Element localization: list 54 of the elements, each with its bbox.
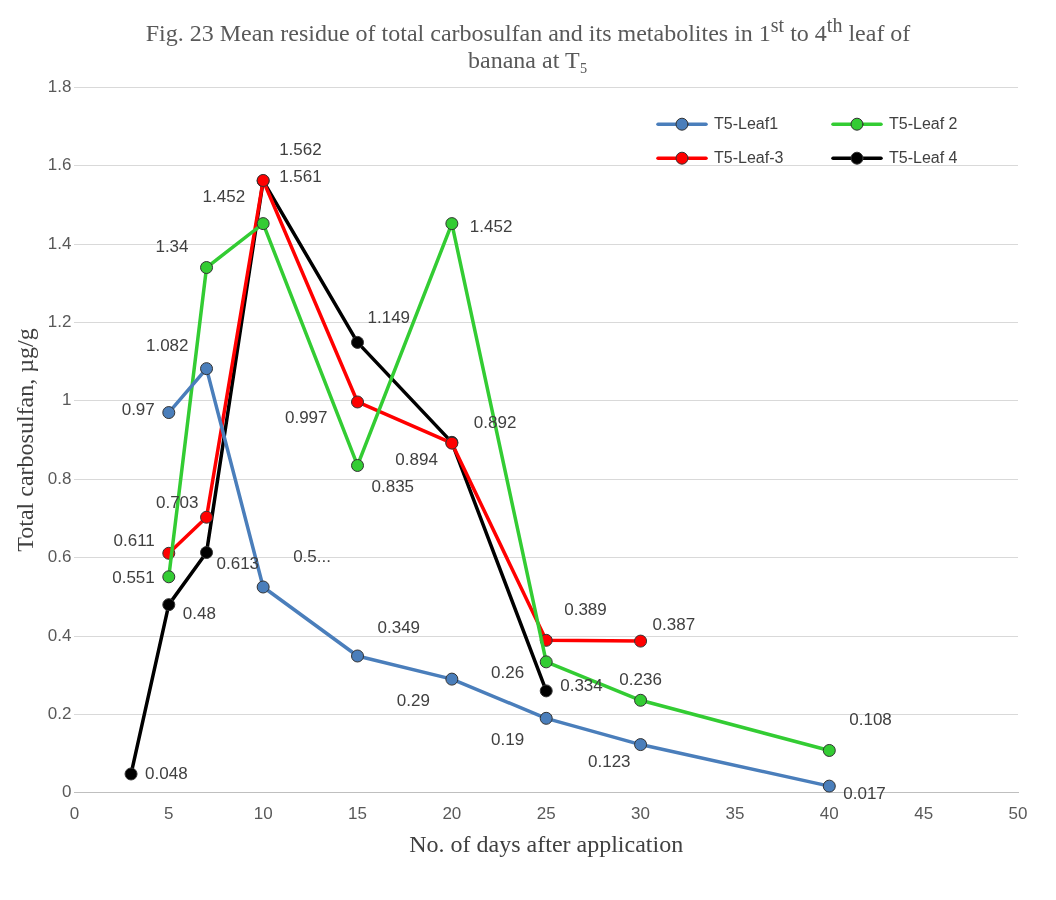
data-label: 1.561: [279, 166, 322, 186]
data-label: 0.123: [588, 752, 631, 772]
data-label: 1.452: [469, 217, 513, 237]
data-label: 1.149: [367, 308, 411, 328]
data-label: 0.017: [843, 783, 886, 803]
data-label: 1.34: [155, 237, 189, 257]
data-label: 0.835: [371, 477, 415, 497]
y-axis-title: Total carbosulfan, µg/g: [11, 328, 38, 552]
x-axis-title: No. of days after application: [409, 830, 684, 857]
data-label: 1.452: [202, 187, 246, 207]
y-tick-label: 0.8: [47, 468, 72, 488]
data-label: 0.97: [121, 400, 155, 420]
data-label: 0.611: [113, 530, 155, 550]
x-tick-label: 10: [253, 803, 273, 823]
y-tick-label: 0.4: [47, 625, 72, 645]
legend-label: T5-Leaf-3: [714, 148, 784, 166]
y-tick-label: 1.8: [47, 76, 72, 96]
data-label: 0.997: [284, 407, 328, 427]
data-label: 0.26: [491, 662, 525, 682]
data-label: 0.048: [145, 763, 188, 783]
data-label: 0.389: [564, 600, 607, 619]
y-tick-label: 1.4: [47, 233, 72, 253]
x-tick-label: 40: [819, 803, 839, 823]
x-tick-label: 45: [914, 803, 934, 823]
data-label: 0.19: [491, 730, 525, 750]
y-tick-label: 0.6: [47, 547, 72, 567]
y-tick-label: 1.6: [47, 155, 72, 175]
x-tick-label: 20: [442, 803, 462, 823]
y-tick-label: 0.2: [47, 704, 72, 724]
x-tick-label: 50: [1008, 803, 1028, 823]
chart-title: Fig. 23 Mean residue of total carbosulfan and its metabolites in 1$^{st}$ to 4$^{th}$ leaf of banana at T₅: [145, 14, 911, 73]
legend-label: T5-Leaf 2: [889, 114, 958, 132]
y-tick-label: 1.2: [47, 312, 72, 332]
x-tick-label: 15: [348, 803, 367, 823]
data-label: 0.387: [652, 614, 696, 634]
y-tick-label: 0: [61, 782, 72, 802]
x-tick-label: 25: [536, 803, 556, 823]
data-label: 1.562: [279, 140, 322, 160]
x-tick-label: 30: [631, 803, 651, 823]
data-label: 0.5...: [293, 546, 331, 566]
data-label: 1.082: [145, 336, 189, 356]
data-label: 0.334: [560, 675, 603, 695]
data-label: 0.236: [619, 669, 662, 689]
data-label: 0.349: [377, 617, 421, 637]
legend-label: T5-Leaf1: [714, 114, 779, 132]
data-label: 0.108: [849, 710, 892, 730]
data-label: 0.894: [395, 450, 438, 470]
x-tick-label: 5: [164, 803, 174, 823]
data-label: 0.551: [112, 568, 155, 588]
data-label: 0.48: [182, 604, 216, 624]
data-label: 0.29: [396, 690, 430, 710]
x-tick-label: 35: [725, 803, 745, 823]
y-tick-label: 1: [61, 390, 72, 410]
legend-label: T5-Leaf 4: [889, 148, 958, 166]
